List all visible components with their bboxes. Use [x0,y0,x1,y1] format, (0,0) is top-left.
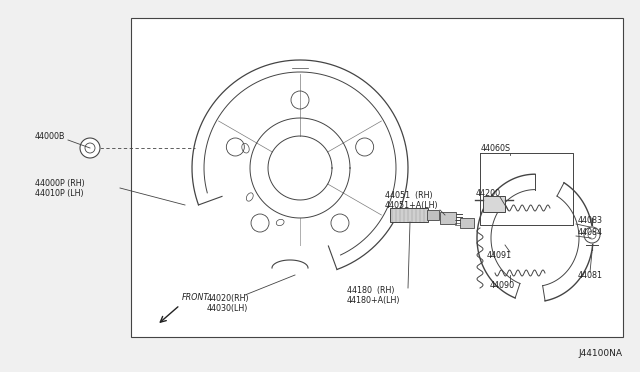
Bar [483,196,505,212]
Bar [427,210,439,220]
Circle shape [80,138,100,158]
Circle shape [331,214,349,232]
Bar [460,218,474,228]
Text: 44051  (RH): 44051 (RH) [385,190,433,199]
Circle shape [291,91,309,109]
Text: 44000P (RH): 44000P (RH) [35,179,84,187]
Circle shape [356,138,374,156]
Text: 44083: 44083 [578,215,603,224]
Bar [440,212,456,224]
Circle shape [251,214,269,232]
Text: 44060S: 44060S [481,144,511,153]
Text: 44180+A(LH): 44180+A(LH) [347,295,401,305]
Text: 44090: 44090 [490,280,515,289]
Circle shape [584,227,600,243]
Ellipse shape [276,219,284,226]
Ellipse shape [242,143,249,153]
Text: 44000B: 44000B [35,131,65,141]
Text: 44200: 44200 [476,189,501,198]
Bar [390,208,428,222]
Text: J44100NA: J44100NA [578,349,622,358]
Text: 44030(LH): 44030(LH) [207,304,248,312]
Polygon shape [131,18,623,337]
Text: FRONT: FRONT [182,293,209,302]
Text: 44084: 44084 [578,228,603,237]
Text: 44180  (RH): 44180 (RH) [347,285,394,295]
Text: 44010P (LH): 44010P (LH) [35,189,84,198]
Text: 44081: 44081 [578,270,603,279]
Circle shape [227,138,244,156]
Polygon shape [198,195,337,276]
Text: 44091: 44091 [487,250,512,260]
Text: 44020(RH): 44020(RH) [207,294,250,302]
Text: 44051+A(LH): 44051+A(LH) [385,201,438,209]
Ellipse shape [246,193,253,201]
